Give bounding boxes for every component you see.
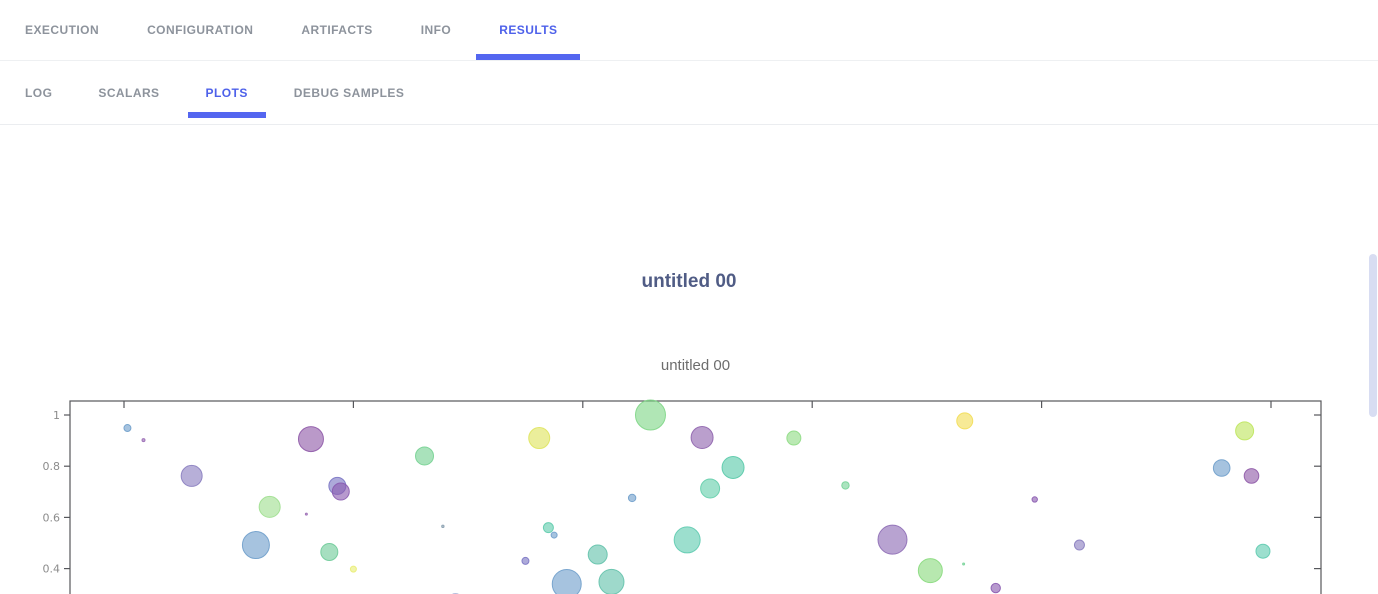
scatter-plot-area: 00.20.40.60.8100.20.40.60.81 bbox=[0, 375, 1378, 594]
data-point[interactable] bbox=[990, 582, 1001, 594]
data-point[interactable] bbox=[627, 493, 637, 503]
plots-panel: untitled 00 untitled 00 00.20.40.60.8100… bbox=[0, 125, 1378, 594]
plot-border bbox=[69, 400, 1322, 594]
subtab-label: SCALARS bbox=[98, 85, 160, 100]
y-tick-label: 0.6 bbox=[43, 511, 61, 524]
axes: 00.20.40.60.8100.20.40.60.81 bbox=[43, 400, 1322, 594]
subtab-label: PLOTS bbox=[205, 85, 248, 100]
tab-label: EXECUTION bbox=[25, 23, 100, 37]
data-point[interactable] bbox=[962, 562, 966, 566]
data-point[interactable] bbox=[180, 464, 203, 487]
tab-info[interactable]: INFO bbox=[421, 0, 451, 60]
data-point[interactable] bbox=[542, 522, 554, 534]
plot-group-title: untitled 00 bbox=[641, 271, 737, 292]
data-point[interactable] bbox=[1255, 543, 1271, 559]
y-tick-label: 1 bbox=[53, 409, 60, 422]
y-tick-label: 0.4 bbox=[43, 563, 61, 576]
y-tick-label: 0.8 bbox=[43, 460, 61, 473]
data-point[interactable] bbox=[786, 430, 802, 446]
tab-execution[interactable]: EXECUTION bbox=[25, 0, 99, 60]
tab-artifacts[interactable]: ARTIFACTS bbox=[301, 0, 372, 60]
data-point[interactable] bbox=[258, 495, 281, 518]
data-point[interactable] bbox=[331, 482, 350, 501]
data-point[interactable] bbox=[528, 427, 551, 450]
chart-title: untitled 00 bbox=[660, 357, 731, 374]
tab-configuration[interactable]: CONFIGURATION bbox=[147, 0, 253, 60]
tab-label: INFO bbox=[420, 23, 452, 37]
data-point[interactable] bbox=[587, 544, 608, 565]
data-point[interactable] bbox=[415, 446, 435, 466]
data-point[interactable] bbox=[634, 399, 666, 431]
data-point[interactable] bbox=[700, 478, 721, 499]
data-point[interactable] bbox=[673, 526, 701, 554]
subtab-debug-samples[interactable]: DEBUG SAMPLES bbox=[294, 61, 405, 124]
subtab-log[interactable]: LOG bbox=[25, 61, 52, 124]
data-point[interactable] bbox=[841, 481, 850, 490]
main-tab-bar: EXECUTION CONFIGURATION ARTIFACTS INFO R… bbox=[0, 0, 1378, 61]
data-point[interactable] bbox=[349, 565, 357, 573]
data-point[interactable] bbox=[241, 531, 270, 560]
data-point[interactable] bbox=[441, 524, 445, 529]
active-tab-indicator bbox=[476, 54, 581, 60]
data-point[interactable] bbox=[721, 455, 745, 479]
data-point[interactable] bbox=[1235, 421, 1255, 441]
data-point[interactable] bbox=[297, 426, 324, 453]
tab-label: RESULTS bbox=[499, 23, 558, 37]
results-sub-tab-bar: LOG SCALARS PLOTS DEBUG SAMPLES bbox=[0, 61, 1378, 125]
data-point[interactable] bbox=[304, 512, 308, 516]
data-point[interactable] bbox=[917, 558, 943, 584]
tab-label: CONFIGURATION bbox=[147, 23, 254, 37]
active-subtab-indicator bbox=[187, 112, 266, 118]
data-point[interactable] bbox=[1031, 496, 1038, 503]
data-points bbox=[123, 399, 1271, 594]
data-point[interactable] bbox=[1073, 539, 1085, 551]
data-point[interactable] bbox=[598, 568, 625, 594]
subtab-plots[interactable]: PLOTS bbox=[187, 61, 266, 124]
data-point[interactable] bbox=[123, 424, 132, 433]
subtab-label: DEBUG SAMPLES bbox=[293, 85, 405, 100]
data-point[interactable] bbox=[521, 556, 530, 565]
data-point[interactable] bbox=[320, 542, 339, 561]
data-point[interactable] bbox=[877, 524, 908, 555]
data-point[interactable] bbox=[550, 531, 558, 539]
subtab-label: LOG bbox=[25, 85, 53, 100]
data-point[interactable] bbox=[690, 426, 714, 450]
scatter-plot: 00.20.40.60.8100.20.40.60.81 bbox=[43, 399, 1322, 594]
tab-label: ARTIFACTS bbox=[301, 23, 373, 37]
data-point[interactable] bbox=[1243, 468, 1260, 484]
data-point[interactable] bbox=[141, 438, 146, 443]
subtab-scalars[interactable]: SCALARS bbox=[98, 61, 159, 124]
data-point[interactable] bbox=[551, 568, 582, 594]
scrollbar-thumb[interactable] bbox=[1369, 254, 1377, 417]
data-point[interactable] bbox=[1212, 459, 1231, 477]
data-point[interactable] bbox=[956, 412, 974, 430]
tab-results[interactable]: RESULTS bbox=[476, 0, 581, 60]
